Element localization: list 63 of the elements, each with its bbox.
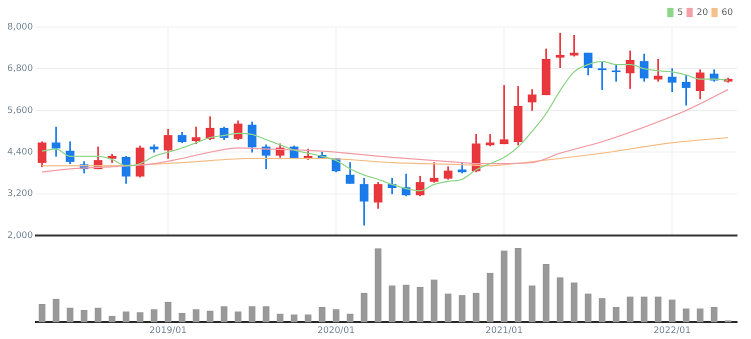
bar [276, 314, 284, 322]
bar [52, 298, 60, 322]
bar [472, 292, 480, 322]
bar [374, 248, 382, 322]
bar [458, 295, 466, 322]
bar [696, 308, 704, 322]
bar [122, 311, 130, 322]
y-tick-label: 4,400 [7, 148, 34, 158]
line-series [41, 88, 729, 173]
legend-label: 20 [696, 8, 708, 18]
bar [654, 296, 662, 322]
bar [318, 307, 326, 322]
bar [164, 302, 172, 322]
bar [80, 310, 88, 322]
bar [668, 300, 676, 322]
legend-label: 60 [722, 8, 734, 18]
bar [416, 286, 424, 322]
bar [192, 309, 200, 322]
bar [38, 304, 46, 322]
bar [556, 277, 564, 322]
bar [682, 308, 690, 322]
bar [332, 309, 340, 322]
bar [178, 312, 186, 322]
bar [150, 309, 158, 322]
bar [220, 306, 228, 322]
bar [234, 311, 242, 322]
bar [304, 314, 312, 322]
bar [584, 294, 592, 322]
bar [444, 294, 452, 322]
bar [528, 286, 536, 322]
y-tick-label: 2,000 [7, 230, 34, 241]
bar [290, 314, 298, 322]
bar [346, 314, 354, 322]
bar [430, 280, 438, 322]
x-tick-label: 2021/01 [485, 326, 523, 336]
y-tick-label: 8,000 [7, 22, 34, 32]
bar [710, 307, 718, 322]
bar [542, 264, 550, 322]
bar [108, 316, 116, 322]
x-tick-label: 2020/01 [317, 326, 355, 336]
x-tick-label: 2019/01 [149, 326, 187, 336]
y-tick-label: 5,600 [7, 106, 34, 116]
bar [402, 284, 410, 322]
bar [640, 296, 648, 322]
bar [262, 306, 270, 322]
bar [570, 282, 578, 322]
bar [598, 298, 606, 322]
bar [388, 286, 396, 322]
bar [514, 248, 522, 322]
x-tick-label: 2022/01 [653, 326, 691, 336]
bar [360, 292, 368, 322]
bar [612, 307, 620, 322]
legend-label: 5 [677, 8, 684, 18]
bar [206, 310, 214, 322]
bar [248, 306, 256, 322]
bar [500, 250, 508, 322]
bar [66, 308, 74, 322]
bar [94, 308, 102, 322]
bar [626, 296, 634, 322]
y-tick-label: 6,800 [7, 64, 34, 74]
bar [136, 312, 144, 322]
bar [486, 272, 494, 322]
y-tick-label: 3,200 [7, 189, 34, 200]
